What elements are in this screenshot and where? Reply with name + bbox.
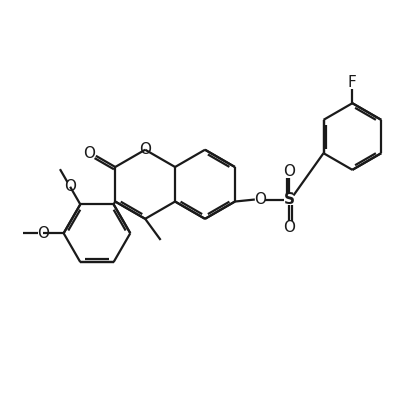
Text: O: O xyxy=(283,220,294,235)
Text: O: O xyxy=(283,164,294,179)
Text: O: O xyxy=(64,179,76,194)
Text: O: O xyxy=(254,192,265,207)
Text: O: O xyxy=(83,146,95,161)
Text: F: F xyxy=(347,75,356,90)
Text: S: S xyxy=(283,192,294,207)
Text: O: O xyxy=(37,226,49,241)
Text: O: O xyxy=(139,142,151,157)
